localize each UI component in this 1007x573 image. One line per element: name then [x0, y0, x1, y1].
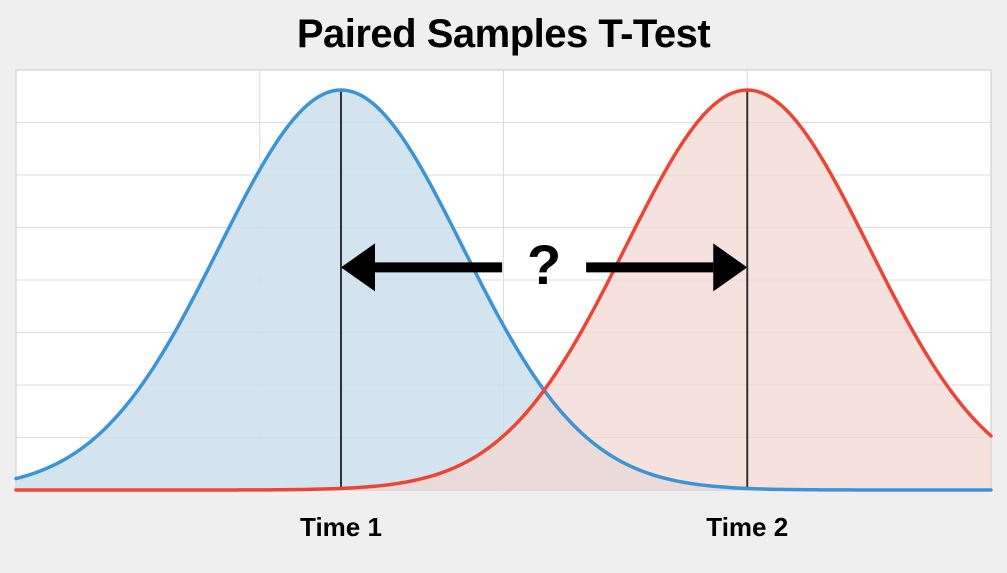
axis-label-time2: Time 2: [706, 512, 788, 543]
axis-label-time1: Time 1: [300, 512, 382, 543]
chart-svg: ?: [0, 0, 1007, 573]
question-mark: ?: [527, 233, 561, 296]
plot-wrapper: ?: [0, 0, 1007, 573]
figure-container: Paired Samples T-Test ? Time 1 Time 2: [0, 0, 1007, 573]
